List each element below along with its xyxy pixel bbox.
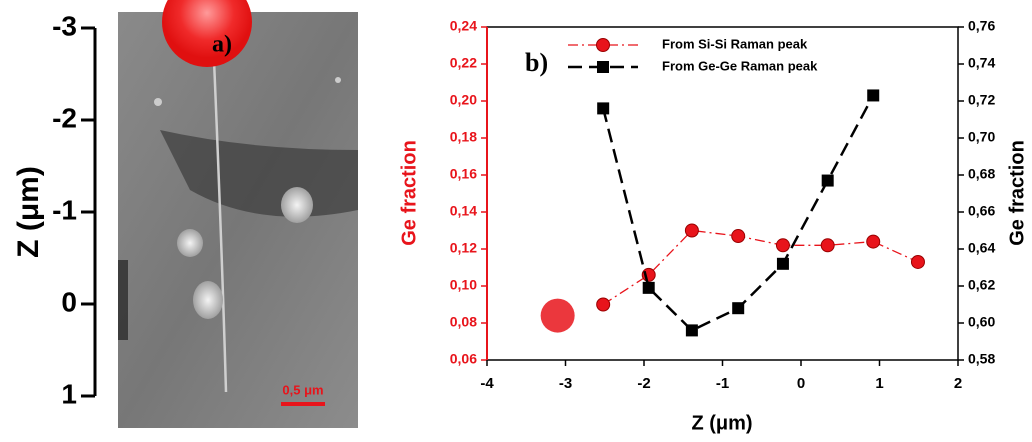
legend-marker <box>596 38 610 52</box>
point <box>821 174 834 187</box>
point <box>776 257 789 270</box>
y-tick-label: 0,06 <box>450 351 477 367</box>
legend-label: From Si-Si Raman peak <box>662 36 808 51</box>
point <box>867 89 880 102</box>
y2-tick-label: 0,60 <box>968 314 995 330</box>
y-tick-label: 0,08 <box>450 314 477 330</box>
y2-tick-label: 0,58 <box>968 351 995 367</box>
point <box>910 254 925 269</box>
x-tick-label: -3 <box>559 375 572 392</box>
highlight-point <box>540 298 575 333</box>
y-axis-label: Z (μm) <box>12 166 45 258</box>
y2-tick-label: 0,72 <box>968 92 995 108</box>
y-tick-label: 1 <box>61 378 77 409</box>
panel-label: b) <box>525 48 548 77</box>
y2-tick-label: 0,66 <box>968 203 995 219</box>
scale-bar-label: 0,5 μm <box>282 382 323 397</box>
x-tick-label: -2 <box>637 375 650 392</box>
point <box>775 238 790 253</box>
point <box>866 234 881 249</box>
point <box>731 229 746 244</box>
x-axis-label: Z (μm) <box>691 412 752 434</box>
y-tick-label: -2 <box>52 102 77 133</box>
y-axis-label: Ge fraction <box>398 140 420 246</box>
y2-tick-label: 0,70 <box>968 129 995 145</box>
point <box>596 297 611 312</box>
series-line <box>602 229 919 306</box>
legend-label: From Ge-Ge Raman peak <box>662 58 818 73</box>
x-tick-label: 1 <box>875 375 883 392</box>
y2-tick-label: 0,62 <box>968 277 995 293</box>
sem-image <box>118 0 358 428</box>
point <box>684 223 699 238</box>
y-tick-label: 0,10 <box>450 277 477 293</box>
y-tick-label: 0,24 <box>450 18 477 34</box>
point <box>642 281 655 294</box>
legend-marker <box>597 61 609 73</box>
point <box>597 102 610 115</box>
y2-tick-label: 0,68 <box>968 166 995 182</box>
y-tick-label: 0,16 <box>450 166 477 182</box>
y-tick-label: 0,22 <box>450 55 477 71</box>
y2-tick-label: 0,74 <box>968 55 995 71</box>
y-tick-label: -3 <box>52 10 77 41</box>
y-tick-label: 0,12 <box>450 240 477 256</box>
y-tick-label: 0,14 <box>450 203 477 219</box>
point <box>685 324 698 337</box>
point <box>820 238 835 253</box>
x-tick-label: 2 <box>954 375 962 392</box>
y-tick-label: 0,18 <box>450 129 477 145</box>
series-line <box>601 94 875 332</box>
x-tick-label: 0 <box>797 375 805 392</box>
y2-tick-label: 0,64 <box>968 240 995 256</box>
y2-axis-label: Ge fraction <box>1006 140 1028 246</box>
y-tick-label: 0,20 <box>450 92 477 108</box>
y-tick-label: 0 <box>61 286 77 317</box>
panel-label: a) <box>212 32 232 58</box>
y-tick-label: -1 <box>52 194 77 225</box>
y2-tick-label: 0,76 <box>968 18 995 34</box>
x-tick-label: -4 <box>480 375 494 392</box>
x-tick-label: -1 <box>716 375 729 392</box>
point <box>732 302 745 315</box>
